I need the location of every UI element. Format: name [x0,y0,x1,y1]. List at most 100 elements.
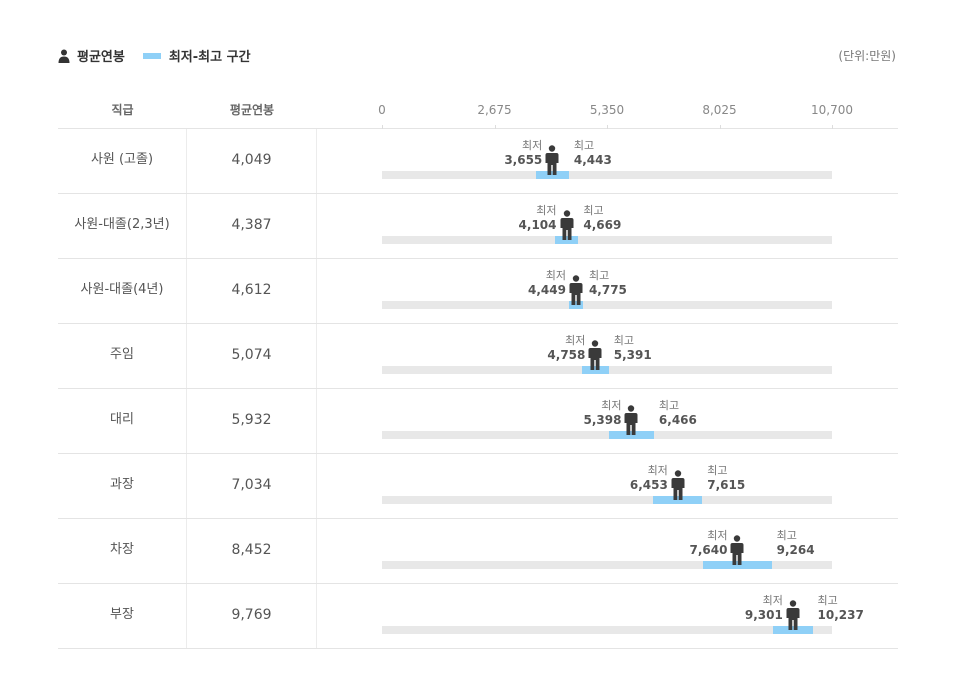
avg-person-icon [671,470,685,500]
max-label: 최고 9,264 [777,528,815,558]
rank-label: 차장 [58,519,187,583]
legend-avg-label: 평균연봉 [77,50,125,65]
min-value: 4,104 [518,218,557,232]
salary-range-bar [569,301,583,309]
min-caption: 최저 [565,334,586,347]
axis-tick-label: 0 [378,103,386,117]
min-caption: 최저 [762,594,783,607]
min-label: 최저 7,640 [647,528,727,558]
min-label: 최저 6,453 [588,463,668,493]
max-value: 4,669 [583,218,622,232]
table-row: 과장 7,034 최저 6,453 최고 7,615 [58,454,898,519]
min-caption: 최저 [536,204,557,217]
axis-tick-mark [382,125,383,129]
max-label: 최고 10,237 [818,593,864,623]
max-caption: 최고 [707,464,728,477]
rank-label: 사원 (고졸) [58,129,187,193]
axis-tick-label: 10,700 [811,103,853,117]
table-row: 대리 5,932 최저 5,398 최고 6,466 [58,389,898,454]
salary-range-bar [653,496,703,504]
max-value: 5,391 [613,348,652,362]
max-value: 9,264 [776,543,815,557]
salary-range-bar [535,171,569,179]
avg-salary-value: 4,049 [187,129,317,193]
min-value: 3,655 [504,153,543,167]
max-caption: 최고 [588,269,610,282]
min-value: 5,398 [583,413,622,427]
table-header: 직급 평균연봉 0 2,675 5,350 8,025 10,700 [58,92,898,129]
table-row: 사원-대졸(4년) 4,612 최저 4,449 최고 4,775 [58,259,898,324]
max-label: 최고 5,391 [614,333,652,363]
min-label: 최저 4,104 [477,203,557,233]
min-value: 4,758 [547,348,586,362]
min-value: 9,301 [744,608,783,622]
min-value: 4,449 [527,283,566,297]
rank-label: 부장 [58,584,187,648]
min-value: 7,640 [689,543,728,557]
legend: 평균연봉 최저-최고 구간 [58,46,251,65]
avg-salary-value: 9,769 [187,584,317,648]
max-value: 6,466 [658,413,697,427]
salary-range-bar [773,626,813,634]
max-value: 4,443 [573,153,612,167]
max-caption: 최고 [776,529,797,542]
range-bar-swatch [142,52,161,59]
min-caption: 최저 [647,464,668,477]
max-label: 최고 4,775 [589,268,627,298]
rank-label: 대리 [58,389,187,453]
salary-range-bar [554,236,579,244]
salary-range-bar [703,561,772,569]
table-row: 부장 9,769 최저 9,301 최고 10,237 [58,584,898,649]
avg-person-icon [588,340,602,370]
max-value: 7,615 [707,478,746,492]
axis-track [382,431,832,439]
max-caption: 최고 [573,139,595,152]
avg-person-icon [730,535,744,565]
axis-track [382,171,832,179]
table-row: 사원-대졸(2,3년) 4,387 최저 4,104 최고 4,669 [58,194,898,259]
avg-salary-value: 5,932 [187,389,317,453]
min-caption: 최저 [707,529,728,542]
rank-label: 주임 [58,324,187,388]
legend-range-label: 최저-최고 구간 [168,50,251,65]
max-label: 최고 4,443 [574,138,612,168]
rank-label: 과장 [58,454,187,518]
max-value: 10,237 [817,608,864,622]
min-caption: 최저 [545,269,566,282]
min-value: 6,453 [629,478,668,492]
avg-person-icon [545,145,559,175]
min-label: 최저 3,655 [462,138,542,168]
avg-salary-value: 5,074 [187,324,317,388]
axis-tick-mark [719,125,721,129]
rank-label: 사원-대졸(2,3년) [58,194,187,258]
avg-salary-value: 4,612 [187,259,317,323]
avg-person-icon [560,210,573,240]
salary-range-bar [582,366,609,374]
header-avg-salary: 평균연봉 [229,103,275,117]
axis-tick-mark [607,125,608,129]
max-caption: 최고 [613,334,634,347]
axis-tick-label: 2,675 [477,103,512,117]
max-label: 최고 6,466 [659,398,697,428]
axis-track [382,626,832,634]
axis-track [382,496,832,504]
axis-track [382,561,832,569]
max-caption: 최고 [583,204,604,217]
axis-tick-mark [832,125,833,129]
salary-rows: 사원 (고졸) 4,049 최저 3,655 최고 4,443 사원-대졸(2,3년) 4,3… [58,129,898,649]
min-label: 최저 9,301 [703,593,783,623]
table-row: 차장 8,452 최저 7,640 최고 9,264 [58,519,898,584]
rank-label: 사원-대졸(4년) [58,259,187,323]
avg-person-icon [786,600,800,630]
min-label: 최저 4,449 [486,268,566,298]
axis-tick-label: 8,025 [702,103,737,117]
avg-person-icon [569,275,583,305]
salary-range-bar [609,431,654,439]
axis-track [382,301,832,309]
min-label: 최저 4,758 [505,333,585,363]
avg-salary-value: 7,034 [187,454,317,518]
axis-track [382,236,832,244]
min-caption: 최저 [601,399,622,412]
max-label: 최고 4,669 [583,203,621,233]
